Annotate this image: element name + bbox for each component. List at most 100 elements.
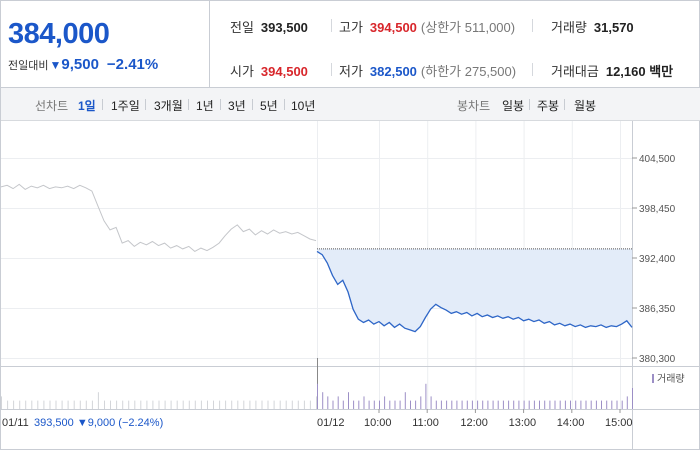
period-3y[interactable]: 3년 <box>228 99 246 113</box>
volume-bar <box>626 396 628 409</box>
stat-label: 거래량 <box>551 20 587 35</box>
volume-bar <box>533 400 535 409</box>
volume-bar <box>585 400 587 409</box>
volume-bar <box>502 400 504 409</box>
volume-bar <box>611 400 613 409</box>
volume-bar <box>327 396 329 409</box>
volume-bar <box>1 396 2 409</box>
volume-bar <box>176 400 178 409</box>
volume-bar <box>97 392 99 409</box>
volume-bar <box>451 400 453 409</box>
volume-bar <box>425 383 427 409</box>
stat-value: 394,500 <box>369 20 417 35</box>
volume-bar <box>440 400 442 409</box>
period-1w[interactable]: 1주일 <box>111 99 140 113</box>
volume-bar <box>207 400 208 409</box>
volume-bar <box>508 400 510 409</box>
volume-bar <box>309 400 311 409</box>
time-label: 11:00 <box>412 417 439 429</box>
volume-bar <box>492 400 494 409</box>
stat-label: 거래대금 <box>551 64 599 79</box>
volume-bar <box>456 400 458 409</box>
volume-bar <box>518 400 520 409</box>
line-chart-title: 선차트 <box>35 99 69 113</box>
x-axis: 01/11 393,500 ▼9,000 (−2.24%) 01/12 10:0… <box>2 409 633 429</box>
volume-bar <box>55 400 57 409</box>
time-label: 13:00 <box>509 417 537 429</box>
volume-bar <box>49 400 51 409</box>
volume-bar <box>188 400 190 409</box>
volume-bar <box>261 400 263 409</box>
volume-bar <box>267 400 269 409</box>
volume-bar <box>31 400 33 409</box>
stat-label: 저가 <box>339 64 363 79</box>
divider <box>564 99 565 110</box>
y-tick-label: 398,450 <box>639 204 676 215</box>
volume-bars <box>1 383 633 409</box>
volume-bar <box>404 392 406 409</box>
period-selector-bar: 선차트 1일 1주일 3개월 1년 3년 5년 10년 봉차트 일봉 주봉 월봉 <box>1 88 700 121</box>
y-tick-label: 386,350 <box>639 304 676 315</box>
time-label: 15:00 <box>605 417 633 429</box>
divider <box>102 99 103 110</box>
today-date-label: 01/12 <box>317 417 345 429</box>
prev-day-date-label: 01/11 <box>2 417 29 429</box>
volume-bar <box>353 400 355 409</box>
divider <box>145 99 146 110</box>
volume-bar <box>158 400 160 409</box>
volume-bar <box>255 400 257 409</box>
quote-summary: 384,000 전일대비▼9,500 −2.41% 전일 393,500 고가 394… <box>1 1 700 88</box>
candle-monthly[interactable]: 월봉 <box>574 99 597 113</box>
volume-bar <box>170 400 172 409</box>
stat-value: 394,500 <box>260 64 308 79</box>
volume-bar <box>559 400 561 409</box>
time-label: 10:00 <box>364 417 392 429</box>
volume-bar <box>146 400 148 409</box>
period-3m[interactable]: 3개월 <box>154 99 183 113</box>
time-label: 12:00 <box>460 417 488 429</box>
candle-weekly[interactable]: 주봉 <box>537 99 560 113</box>
volume-bar <box>317 383 318 409</box>
stat-open: 시가 394,500 <box>230 61 308 80</box>
volume-bar <box>219 400 221 409</box>
y-axis-ticks: 404,500 398,450 392,400 386,350 380,300 <box>632 154 676 365</box>
volume-bar <box>182 400 184 409</box>
period-1d[interactable]: 1일 <box>78 99 96 113</box>
stat-value: 393,500 <box>260 20 308 35</box>
volume-bar <box>140 400 142 409</box>
period-10y[interactable]: 10년 <box>291 99 316 113</box>
volume-bar <box>285 400 287 409</box>
divider <box>188 99 189 110</box>
volume-bar <box>415 400 417 409</box>
volume-bar <box>128 400 130 409</box>
volume-bar <box>19 400 21 409</box>
volume-bar <box>231 400 233 409</box>
change-percent: −2.41% <box>106 56 159 73</box>
volume-bar <box>523 400 525 409</box>
time-label: 14:00 <box>557 417 585 429</box>
volume-bar <box>303 400 305 409</box>
volume-bar <box>322 392 324 409</box>
volume-bar <box>37 400 39 409</box>
volume-bar <box>461 400 463 409</box>
stat-value: 12,160 백만 <box>605 64 674 79</box>
volume-bar <box>539 400 540 409</box>
period-1y[interactable]: 1년 <box>196 99 214 113</box>
volume-bar <box>389 400 391 409</box>
volume-bar <box>122 400 124 409</box>
volume-bar <box>249 400 251 409</box>
volume-bar <box>43 400 45 409</box>
candle-daily[interactable]: 일봉 <box>502 99 525 113</box>
volume-bar <box>595 400 597 409</box>
volume-bar <box>213 400 214 409</box>
volume-bar <box>104 400 105 409</box>
volume-bar <box>243 400 245 409</box>
divider <box>331 63 332 76</box>
volume-bar <box>606 400 608 409</box>
stat-label: 전일 <box>230 20 254 35</box>
period-5y[interactable]: 5년 <box>260 99 278 113</box>
prev-day-price-line <box>1 183 317 253</box>
stat-prev-close: 전일 393,500 <box>230 17 308 36</box>
volume-bar <box>164 400 166 409</box>
volume-bar <box>152 400 154 409</box>
